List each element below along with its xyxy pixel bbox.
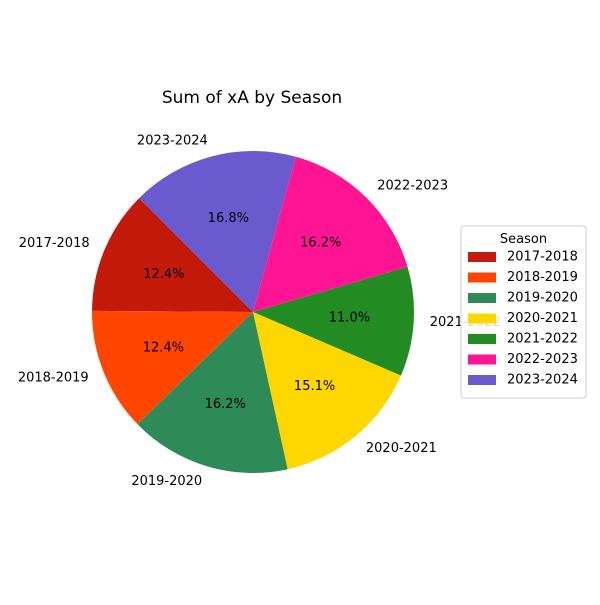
- legend-label: 2019-2020: [507, 291, 578, 306]
- slice-percent-label: 16.8%: [208, 211, 249, 226]
- slice-category-label: 2017-2018: [19, 236, 90, 251]
- legend-label: 2017-2018: [507, 250, 578, 265]
- slice-percent-label: 12.4%: [143, 341, 184, 356]
- slice-category-label: 2019-2020: [131, 474, 202, 489]
- slice-category-label: 2020-2021: [366, 441, 437, 456]
- legend-label: 2023-2024: [507, 373, 578, 388]
- pie-slice-2023-2024: [139, 151, 296, 312]
- slice-percent-labels: 12.4% 12.4% 16.2% 15.1% 11.0% 16.2% 16.8%: [143, 211, 370, 412]
- pie-slice-2019-2020: [137, 312, 288, 473]
- legend-label: 2018-2019: [507, 270, 578, 285]
- legend-swatch: [468, 252, 496, 262]
- pie-slices: [92, 151, 415, 473]
- legend-title: Season: [500, 232, 547, 247]
- slice-percent-label: 16.2%: [205, 397, 246, 412]
- legend-label: 2022-2023: [507, 352, 578, 367]
- legend-swatch: [468, 272, 496, 283]
- slice-category-label: 2022-2023: [377, 178, 448, 193]
- legend-swatch: [468, 313, 496, 324]
- legend-swatch: [468, 375, 496, 385]
- legend: Season 2017-2018 2018-2019 2019-2020 2020-2…: [460, 225, 587, 399]
- slice-category-label: 2023-2024: [137, 133, 208, 148]
- legend-items: 2017-2018 2018-2019 2019-2020 2020-2021 2021…: [468, 250, 578, 388]
- slice-percent-label: 15.1%: [294, 379, 335, 394]
- slice-category-labels: 2017-20182018-20192019-20202020-20212021…: [18, 133, 501, 489]
- legend-label: 2021-2022: [507, 332, 578, 347]
- pie-slice-2021-2022: [253, 266, 415, 376]
- slice-percent-label: 12.4%: [143, 267, 184, 282]
- legend-swatch: [468, 354, 496, 365]
- legend-swatch: [468, 293, 496, 303]
- legend-swatch: [468, 334, 496, 344]
- slice-category-label: 2018-2019: [18, 371, 89, 386]
- chart-title: Sum of xA by Season: [162, 88, 342, 108]
- slice-percent-label: 11.0%: [329, 310, 370, 325]
- slice-percent-label: 16.2%: [300, 236, 341, 251]
- legend-label: 2020-2021: [507, 311, 578, 326]
- pie-slice-2017-2018: [92, 198, 253, 312]
- pie-slice-2022-2023: [253, 156, 408, 312]
- pie-slice-2018-2019: [92, 310, 253, 425]
- pie-slice-2020-2021: [253, 312, 401, 470]
